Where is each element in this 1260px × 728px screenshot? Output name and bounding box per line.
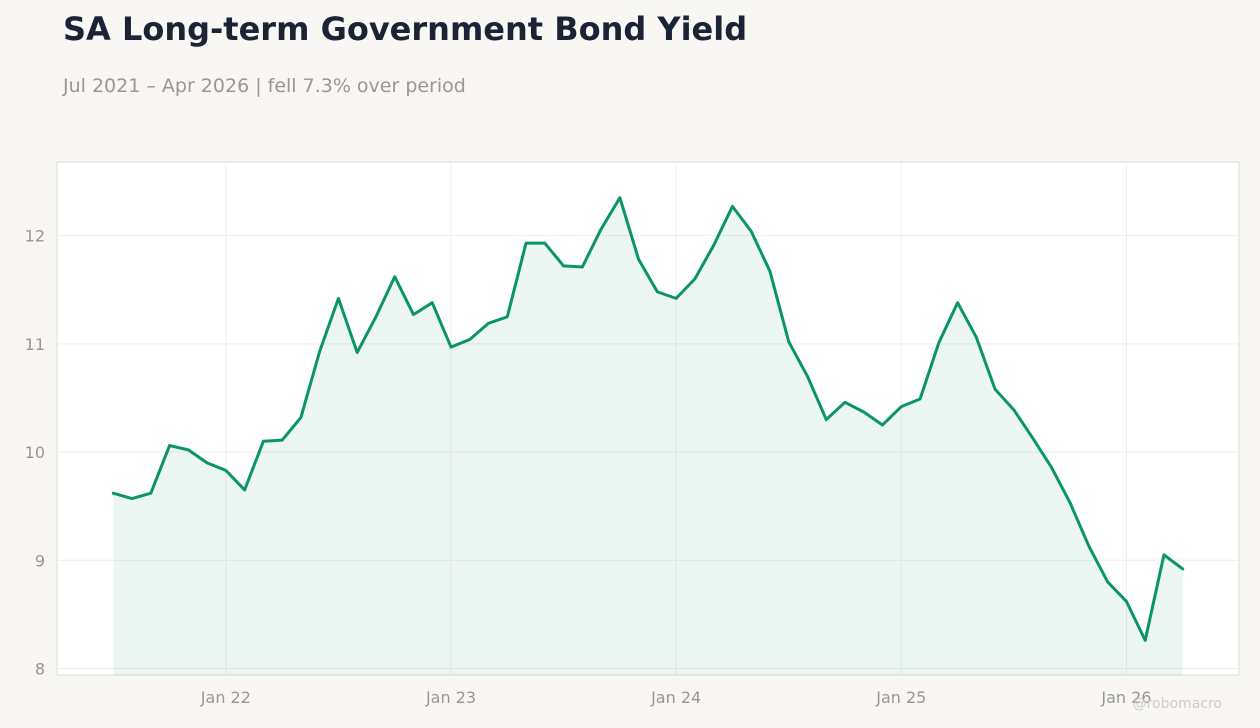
data-point bbox=[393, 275, 396, 278]
data-point bbox=[1162, 553, 1165, 556]
data-point bbox=[356, 351, 359, 354]
data-point bbox=[187, 448, 190, 451]
data-point bbox=[581, 265, 584, 268]
yield-line bbox=[111, 196, 1185, 642]
x-tick-label: Jan 24 bbox=[650, 688, 701, 707]
data-point bbox=[919, 398, 922, 401]
data-point bbox=[525, 242, 528, 245]
data-point bbox=[862, 411, 865, 414]
data-point bbox=[1050, 466, 1053, 469]
data-point bbox=[656, 290, 659, 293]
data-point bbox=[618, 196, 621, 199]
data-point bbox=[112, 492, 115, 495]
data-point bbox=[468, 338, 471, 341]
data-point bbox=[675, 297, 678, 300]
grid bbox=[57, 162, 1239, 675]
data-point bbox=[318, 350, 321, 353]
data-point bbox=[168, 444, 171, 447]
data-point bbox=[1012, 408, 1015, 411]
x-tick-label: Jan 22 bbox=[200, 688, 251, 707]
y-tick-label: 11 bbox=[25, 335, 45, 354]
x-tick-label: Jan 25 bbox=[875, 688, 926, 707]
data-point bbox=[543, 242, 546, 245]
y-tick-label: 9 bbox=[35, 551, 45, 570]
chart-title: SA Long-term Government Bond Yield bbox=[63, 10, 748, 48]
data-point bbox=[600, 228, 603, 231]
y-tick-label: 12 bbox=[25, 227, 45, 246]
data-point bbox=[374, 315, 377, 318]
watermark: @robomacro bbox=[1132, 696, 1222, 712]
data-point bbox=[131, 497, 134, 500]
data-point bbox=[900, 405, 903, 408]
data-point bbox=[768, 270, 771, 273]
data-point bbox=[1181, 567, 1184, 570]
chart-subtitle: Jul 2021 – Apr 2026 | fell 7.3% over per… bbox=[63, 75, 466, 97]
data-point bbox=[637, 258, 640, 261]
data-point bbox=[750, 230, 753, 233]
y-axis-ticks: 8 9 10 11 12 bbox=[25, 227, 45, 679]
data-point bbox=[956, 301, 959, 304]
data-point bbox=[937, 341, 940, 344]
data-point bbox=[412, 313, 415, 316]
data-point bbox=[731, 205, 734, 208]
data-point bbox=[206, 461, 209, 464]
y-tick-label: 10 bbox=[25, 443, 45, 462]
data-point bbox=[149, 492, 152, 495]
data-point bbox=[506, 315, 509, 318]
data-point bbox=[562, 264, 565, 267]
data-point bbox=[844, 401, 847, 404]
data-point bbox=[337, 297, 340, 300]
data-point bbox=[431, 301, 434, 304]
data-point bbox=[994, 388, 997, 391]
data-point bbox=[299, 416, 302, 419]
data-point bbox=[1069, 501, 1072, 504]
data-point bbox=[787, 340, 790, 343]
data-point bbox=[450, 346, 453, 349]
data-point bbox=[712, 244, 715, 247]
x-tick-label: Jan 23 bbox=[425, 688, 476, 707]
data-point bbox=[693, 277, 696, 280]
data-point bbox=[1144, 639, 1147, 642]
data-point bbox=[281, 439, 284, 442]
data-point bbox=[243, 488, 246, 491]
data-point bbox=[1087, 545, 1090, 548]
x-axis-ticks: Jan 22 Jan 23 Jan 24 Jan 25 Jan 26 bbox=[200, 688, 1152, 707]
data-point bbox=[975, 336, 978, 339]
y-tick-label: 8 bbox=[35, 660, 45, 679]
data-point bbox=[224, 469, 227, 472]
x-tick-label: Jan 26 bbox=[1100, 688, 1151, 707]
data-point bbox=[806, 375, 809, 378]
data-point bbox=[1125, 600, 1128, 603]
yield-area bbox=[113, 197, 1183, 675]
plot-area bbox=[56, 161, 1240, 676]
data-point bbox=[881, 423, 884, 426]
data-point bbox=[1031, 436, 1034, 439]
data-point bbox=[1106, 580, 1109, 583]
data-point bbox=[825, 418, 828, 421]
data-point bbox=[262, 440, 265, 443]
data-point bbox=[487, 322, 490, 325]
